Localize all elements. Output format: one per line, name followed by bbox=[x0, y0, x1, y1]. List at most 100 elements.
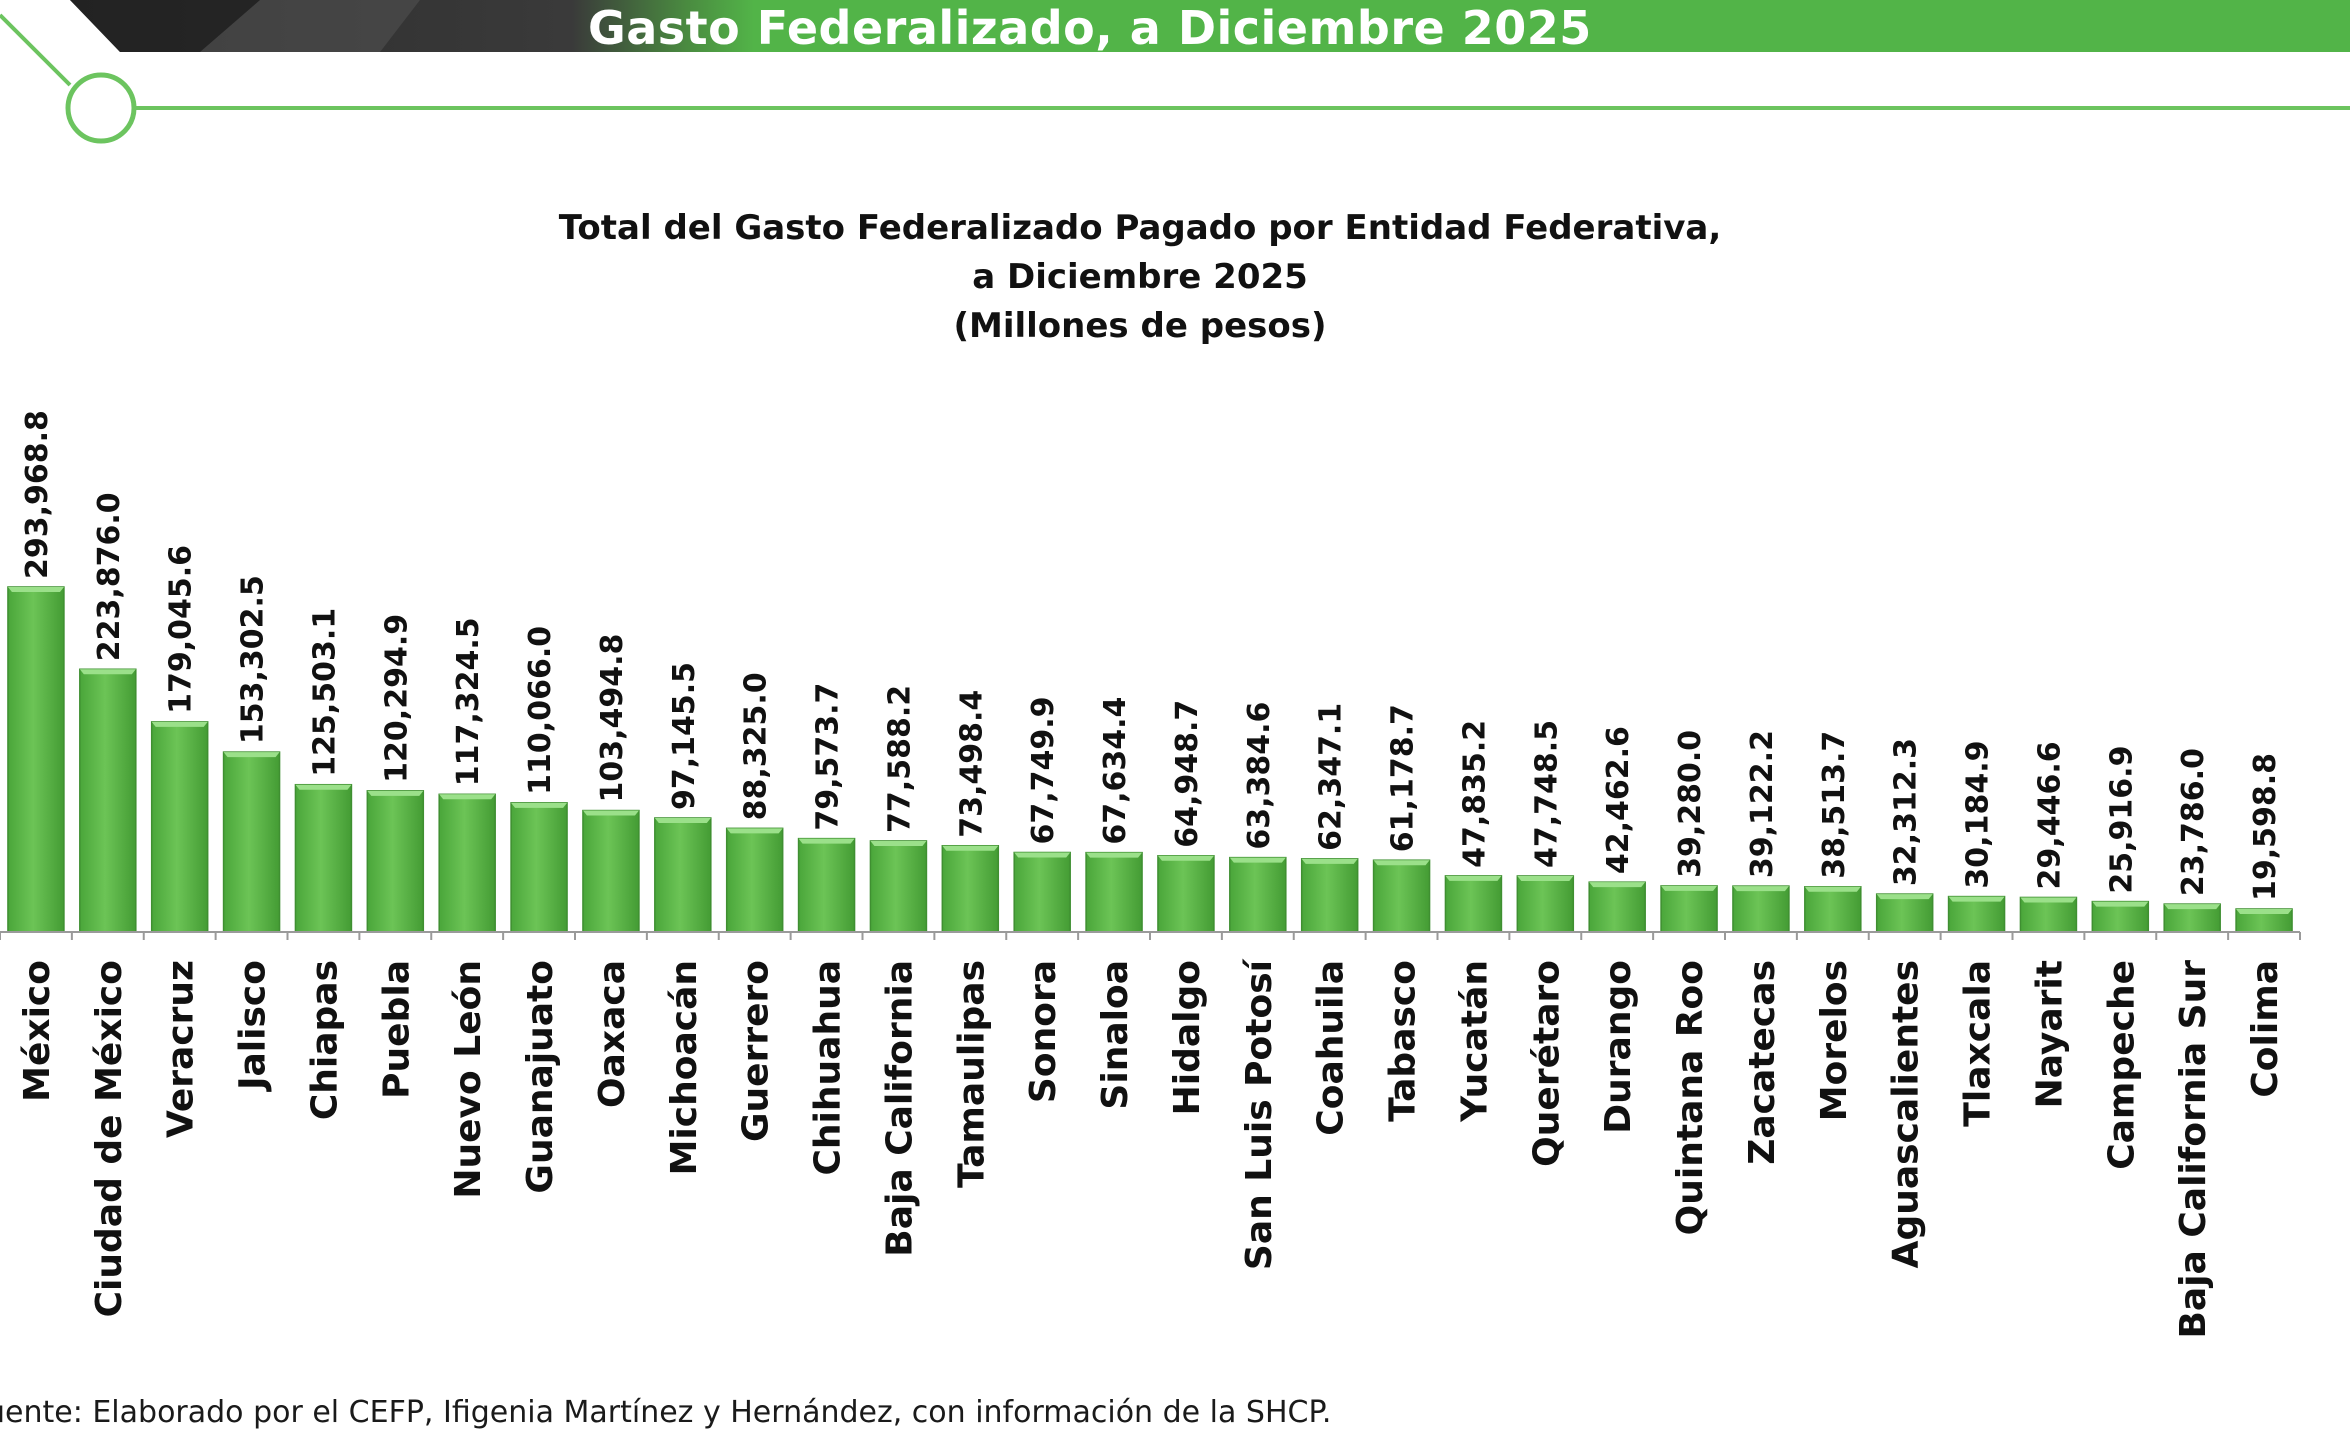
bar bbox=[582, 809, 640, 933]
category-label: Baja California Sur bbox=[2173, 960, 2214, 1339]
category-label: Michoacán bbox=[664, 960, 705, 1175]
value-label: 120,294.9 bbox=[379, 614, 414, 783]
category-label: Hidalgo bbox=[1167, 960, 1208, 1115]
bar bbox=[869, 840, 928, 933]
category-label: Puebla bbox=[376, 960, 417, 1099]
category-label: Ciudad de México bbox=[89, 960, 130, 1317]
bar bbox=[654, 817, 712, 933]
value-label: 97,145.5 bbox=[667, 662, 702, 810]
bar bbox=[1013, 851, 1071, 933]
bar-top-bevel bbox=[1517, 875, 1574, 881]
category-label: Chiapas bbox=[304, 960, 345, 1120]
value-label: 25,916.9 bbox=[2104, 746, 2139, 894]
bar bbox=[7, 586, 65, 933]
category-label: Guanajuato bbox=[520, 960, 561, 1194]
bar-top-bevel bbox=[1157, 855, 1214, 861]
bar bbox=[294, 783, 353, 933]
source-note: uente: Elaborado por el CEFP, Ifigenia M… bbox=[0, 1395, 1332, 1430]
category-label: Zacatecas bbox=[1742, 960, 1783, 1165]
bar-top-bevel bbox=[870, 840, 927, 846]
bar bbox=[150, 721, 209, 933]
bar bbox=[1085, 851, 1143, 933]
chart-title-line-2: a Diciembre 2025 bbox=[972, 257, 1308, 297]
bar-top-bevel bbox=[79, 669, 136, 675]
value-labels: 293,968.8 223,876.0 179,045.6 153,302.5 125,… bbox=[20, 410, 2283, 901]
bar-top-bevel bbox=[367, 790, 424, 796]
category-label: Oaxaca bbox=[592, 960, 633, 1108]
bar-top-bevel bbox=[1301, 858, 1358, 864]
bar bbox=[1947, 895, 2006, 933]
category-label: Yucatán bbox=[1454, 960, 1495, 1123]
chart-title-line-3: (Millones de pesos) bbox=[953, 306, 1327, 346]
category-label: Aguascalientes bbox=[1886, 960, 1927, 1268]
category-label: Durango bbox=[1598, 960, 1639, 1134]
category-label: Baja California bbox=[879, 960, 920, 1257]
bars-layer bbox=[7, 586, 2293, 933]
bar bbox=[1804, 886, 1862, 933]
category-label: Sinaloa bbox=[1095, 960, 1136, 1110]
category-label: Tabasco bbox=[1383, 960, 1424, 1122]
value-label: 29,446.6 bbox=[2032, 741, 2067, 889]
value-label: 88,325.0 bbox=[739, 672, 774, 820]
bar bbox=[438, 793, 496, 933]
value-label: 223,876.0 bbox=[92, 492, 127, 661]
category-label: Chihuahua bbox=[808, 960, 849, 1176]
bar-top-bevel bbox=[2092, 901, 2149, 907]
category-label: Guerrero bbox=[736, 960, 777, 1142]
bar-top-bevel bbox=[798, 838, 855, 844]
value-label: 38,513.7 bbox=[1817, 731, 1852, 879]
bar-top-bevel bbox=[726, 828, 783, 834]
value-label: 179,045.6 bbox=[164, 545, 199, 714]
value-label: 23,786.0 bbox=[2176, 748, 2211, 896]
bar-top-bevel bbox=[151, 721, 208, 727]
bar-top-bevel bbox=[511, 802, 568, 808]
value-label: 39,280.0 bbox=[1673, 730, 1708, 878]
value-label: 62,347.1 bbox=[1314, 703, 1349, 851]
category-label: San Luis Potosí bbox=[1239, 958, 1280, 1270]
bar bbox=[941, 844, 1000, 933]
bar bbox=[366, 790, 425, 933]
value-label: 63,384.6 bbox=[1242, 702, 1277, 850]
banner-light-facet bbox=[200, 0, 420, 52]
page-title: Gasto Federalizado, a Diciembre 2025 bbox=[588, 1, 1592, 55]
category-labels: México Ciudad de México Veracruz Jalisco Chi… bbox=[17, 958, 2286, 1338]
category-label: Tlaxcala bbox=[1958, 960, 1999, 1127]
value-label: 153,302.5 bbox=[236, 575, 271, 744]
value-label: 30,184.9 bbox=[1961, 741, 1996, 889]
bar bbox=[1157, 855, 1215, 933]
bar bbox=[79, 668, 137, 933]
bar bbox=[2019, 896, 2078, 933]
bar bbox=[1229, 856, 1287, 933]
value-label: 293,968.8 bbox=[20, 410, 55, 579]
value-label: 67,634.4 bbox=[1098, 697, 1133, 845]
value-label: 103,494.8 bbox=[595, 634, 630, 803]
category-label: Querétaro bbox=[1526, 960, 1567, 1167]
category-label: Jalisco bbox=[233, 960, 274, 1093]
bar bbox=[1588, 881, 1646, 933]
value-label: 77,588.2 bbox=[882, 685, 917, 833]
category-label: Veracruz bbox=[161, 960, 202, 1138]
x-axis bbox=[0, 931, 2301, 940]
category-label: Tamaulipas bbox=[951, 960, 992, 1188]
bar bbox=[797, 837, 856, 933]
value-label: 42,462.6 bbox=[1601, 726, 1636, 874]
value-label: 110,066.0 bbox=[523, 626, 558, 795]
value-label: 67,749.9 bbox=[1026, 696, 1061, 844]
bar bbox=[1660, 885, 1718, 933]
bar bbox=[1444, 875, 1503, 933]
value-label: 61,178.7 bbox=[1386, 704, 1421, 852]
bar-top-bevel bbox=[2164, 904, 2221, 910]
bar-top-bevel bbox=[654, 817, 711, 823]
banner-dark-facet bbox=[70, 0, 260, 52]
bar bbox=[1372, 859, 1431, 933]
bar bbox=[1300, 858, 1359, 933]
bar bbox=[510, 802, 568, 933]
value-label: 47,835.2 bbox=[1457, 720, 1492, 868]
bar-top-bevel bbox=[2236, 908, 2293, 914]
chart-title-line-1: Total del Gasto Federalizado Pagado por … bbox=[558, 208, 1722, 248]
bar-top-bevel bbox=[1229, 857, 1286, 863]
bar-top-bevel bbox=[1876, 894, 1933, 900]
value-label: 39,122.2 bbox=[1745, 730, 1780, 878]
category-label: Nuevo León bbox=[448, 960, 489, 1199]
